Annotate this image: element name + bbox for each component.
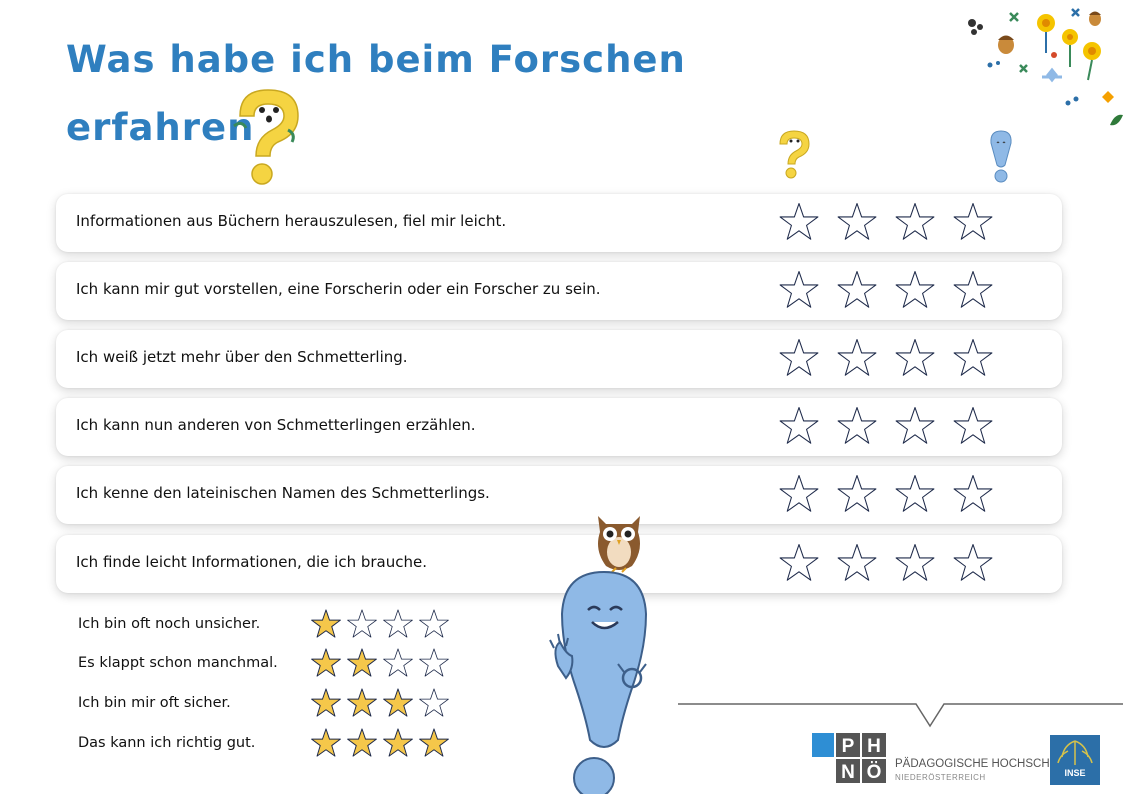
rating-star-icon[interactable] bbox=[778, 337, 820, 379]
statement-row: Ich kann nun anderen von Schmetterlingen… bbox=[56, 398, 1062, 456]
legend-star-icon bbox=[347, 609, 377, 638]
rating-star-icon[interactable] bbox=[778, 405, 820, 447]
rating-star-icon[interactable] bbox=[894, 337, 936, 379]
rating-star-icon[interactable] bbox=[836, 337, 878, 379]
rating-star-icon[interactable] bbox=[952, 337, 994, 379]
legend-star-icon bbox=[419, 609, 449, 638]
rating-star-icon[interactable] bbox=[778, 201, 820, 243]
legend-star-icon bbox=[383, 648, 413, 677]
statement-text: Ich kann mir gut vorstellen, eine Forsch… bbox=[76, 280, 601, 298]
statement-text: Ich kann nun anderen von Schmetterlingen… bbox=[76, 416, 476, 434]
legend-star-icon bbox=[419, 648, 449, 677]
rating-star-icon[interactable] bbox=[836, 473, 878, 515]
rating-star-icon[interactable] bbox=[836, 269, 878, 311]
rating-stars bbox=[778, 201, 994, 243]
legend-star-icon bbox=[419, 688, 449, 717]
logo-region: NIEDERÖSTERREICH bbox=[895, 773, 986, 782]
tree-icon bbox=[1057, 740, 1093, 765]
rating-star-icon[interactable] bbox=[894, 269, 936, 311]
legend-text: Ich bin oft noch unsicher. bbox=[78, 616, 261, 632]
rating-star-icon[interactable] bbox=[894, 201, 936, 243]
legend-stars bbox=[310, 687, 450, 719]
statement-text: Informationen aus Büchern herauszulesen,… bbox=[76, 212, 507, 230]
legend-star-icon bbox=[347, 728, 377, 757]
statement-text: Ich kenne den lateinischen Namen des Sch… bbox=[76, 484, 490, 502]
statement-text: Ich weiß jetzt mehr über den Schmetterli… bbox=[76, 348, 408, 366]
rating-star-icon[interactable] bbox=[894, 473, 936, 515]
rating-stars bbox=[778, 269, 994, 311]
exclamation-mark-mascot-icon bbox=[549, 570, 648, 794]
rating-star-icon[interactable] bbox=[836, 405, 878, 447]
rating-stars bbox=[778, 473, 994, 515]
legend-star-icon bbox=[383, 609, 413, 638]
legend-star-icon bbox=[311, 728, 341, 757]
owl-icon bbox=[598, 516, 640, 573]
statement-row: Ich kenne den lateinischen Namen des Sch… bbox=[56, 466, 1062, 524]
legend-star-icon bbox=[419, 728, 449, 757]
logo-letter-p: P bbox=[842, 736, 855, 757]
rating-star-icon[interactable] bbox=[952, 405, 994, 447]
rating-star-icon[interactable] bbox=[952, 201, 994, 243]
rating-star-icon[interactable] bbox=[952, 542, 994, 584]
logo-letter-n: N bbox=[841, 762, 855, 783]
rating-stars bbox=[778, 405, 994, 447]
rating-star-icon[interactable] bbox=[836, 201, 878, 243]
legend-star-icon bbox=[311, 648, 341, 677]
rating-stars bbox=[778, 337, 994, 379]
question-mark-column-icon bbox=[779, 130, 810, 179]
logo-letter-oe: Ö bbox=[867, 762, 882, 783]
inse-label: INSE bbox=[1064, 768, 1086, 778]
rating-star-icon[interactable] bbox=[894, 405, 936, 447]
inse-logo: INSE bbox=[1050, 735, 1100, 785]
statement-row: Ich finde leicht Informationen, die ich … bbox=[56, 535, 1062, 593]
legend-text: Das kann ich richtig gut. bbox=[78, 735, 256, 751]
rating-star-icon[interactable] bbox=[952, 269, 994, 311]
statement-row: Ich kann mir gut vorstellen, eine Forsch… bbox=[56, 262, 1062, 320]
rating-stars bbox=[778, 542, 994, 584]
legend-star-icon bbox=[311, 688, 341, 717]
legend-stars bbox=[310, 608, 450, 640]
rating-star-icon[interactable] bbox=[894, 542, 936, 584]
logo-name: PÄDAGOGISCHE HOCHSCHULE bbox=[895, 758, 1073, 770]
statement-row: Ich weiß jetzt mehr über den Schmetterli… bbox=[56, 330, 1062, 388]
legend-star-icon bbox=[383, 728, 413, 757]
legend-stars bbox=[310, 727, 450, 759]
rating-star-icon[interactable] bbox=[778, 542, 820, 584]
ph-noe-logo: P H N Ö bbox=[812, 733, 886, 783]
exclamation-mark-column-icon bbox=[990, 130, 1012, 183]
legend-star-icon bbox=[311, 609, 341, 638]
logo-letter-h: H bbox=[867, 736, 881, 757]
question-mark-mascot-icon bbox=[233, 89, 299, 185]
rating-star-icon[interactable] bbox=[836, 542, 878, 584]
legend-star-icon bbox=[347, 648, 377, 677]
legend-text: Es klappt schon manchmal. bbox=[78, 655, 278, 671]
rating-star-icon[interactable] bbox=[952, 473, 994, 515]
rating-star-icon[interactable] bbox=[778, 269, 820, 311]
legend-text: Ich bin mir oft sicher. bbox=[78, 695, 231, 711]
rating-star-icon[interactable] bbox=[778, 473, 820, 515]
page-title-line-1: Was habe ich beim Forschen bbox=[66, 38, 686, 81]
footer-divider bbox=[678, 703, 1123, 728]
flower-decoration-icon bbox=[968, 8, 1123, 126]
legend-stars bbox=[310, 647, 450, 679]
page-title-line-2: erfahren bbox=[66, 106, 255, 149]
legend-star-icon bbox=[347, 688, 377, 717]
statement-text: Ich finde leicht Informationen, die ich … bbox=[76, 553, 427, 571]
legend-star-icon bbox=[383, 688, 413, 717]
statement-row: Informationen aus Büchern herauszulesen,… bbox=[56, 194, 1062, 252]
